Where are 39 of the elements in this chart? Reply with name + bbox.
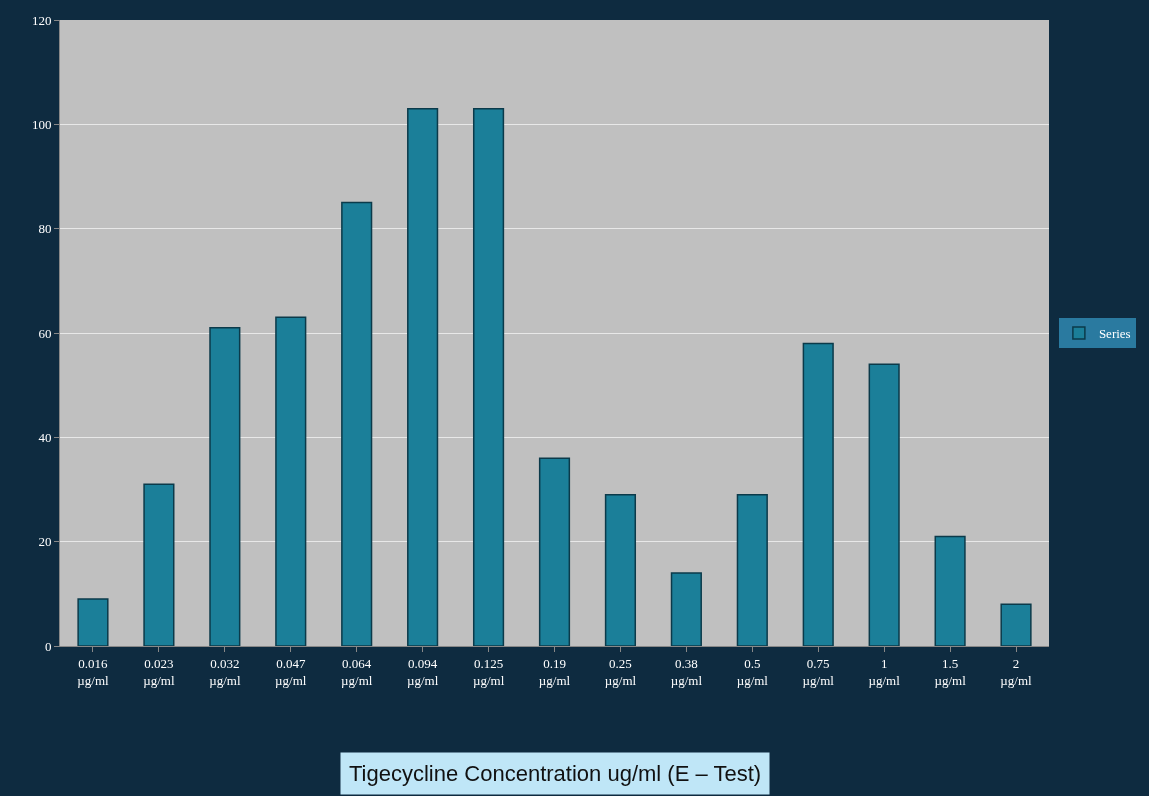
y-tick-label: 0 [44, 638, 52, 654]
bar [538, 457, 571, 646]
x-tick-label: 2 µg/ml [1000, 655, 1033, 688]
x-tick-label: 1 µg/ml [868, 655, 901, 688]
x-tick-label: 0.25 µg/ml [604, 655, 637, 688]
x-tick-label: 0.032 µg/ml [209, 655, 241, 688]
y-tick-label: 40 [38, 429, 52, 445]
x-tick-label: 0.19 µg/ml [538, 655, 571, 688]
x-tick-label: 0.125 µg/ml [472, 655, 505, 688]
bar [407, 107, 439, 646]
y-tick-label: 20 [38, 534, 52, 550]
x-tick-label: 0.064 µg/ml [341, 655, 373, 688]
x-tick-label: 0.023 µg/ml [143, 655, 175, 688]
bar [143, 483, 175, 646]
y-tick-label: 100 [31, 116, 52, 132]
x-tick-label: 0.047 µg/ml [275, 655, 307, 688]
bar [670, 572, 702, 646]
legend-label: Series [1098, 326, 1131, 342]
y-tick-label: 60 [38, 325, 52, 341]
x-tick-label: 0.016 µg/ml [77, 655, 110, 688]
bar [1000, 603, 1032, 646]
y-tick-label: 120 [31, 12, 52, 28]
y-tick-label: 80 [38, 221, 52, 237]
bar [802, 342, 834, 646]
bar [868, 363, 900, 646]
bar [275, 316, 307, 646]
x-tick-label: 0.5 µg/ml [736, 655, 769, 688]
x-tick-label: 0.38 µg/ml [670, 655, 703, 688]
bar [934, 535, 966, 646]
bar [341, 201, 373, 646]
x-tick-label: 0.75 µg/ml [802, 655, 835, 688]
bar [604, 493, 637, 646]
bar [77, 598, 109, 646]
x-axis-title: Tigecycline Concentration ug/ml (E – Test) [349, 761, 762, 786]
x-tick-label: 1.5 µg/ml [934, 655, 967, 688]
x-tick-label: 0.094 µg/ml [406, 655, 439, 688]
bar [209, 327, 241, 646]
bar [472, 107, 505, 646]
bar [736, 493, 768, 646]
